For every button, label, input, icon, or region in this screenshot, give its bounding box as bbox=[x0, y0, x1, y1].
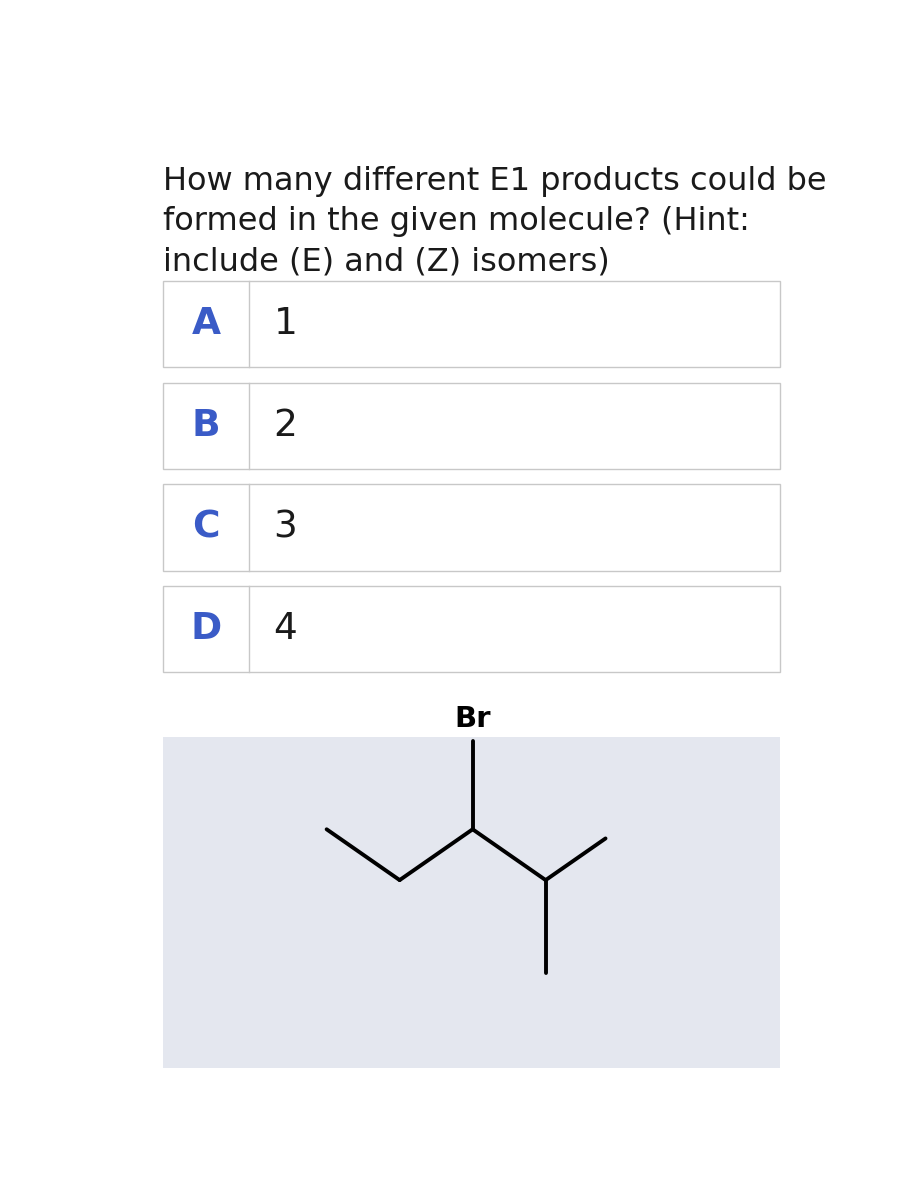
Bar bbox=[163, 485, 780, 570]
Bar bbox=[163, 383, 780, 469]
Bar bbox=[163, 281, 780, 367]
Text: C: C bbox=[192, 510, 220, 546]
Text: 1: 1 bbox=[273, 306, 297, 342]
Bar bbox=[163, 586, 780, 672]
Bar bbox=[163, 737, 780, 1068]
Text: How many different E1 products could be
formed in the given molecule? (Hint:
inc: How many different E1 products could be … bbox=[163, 166, 827, 277]
Text: B: B bbox=[192, 408, 221, 444]
Text: Br: Br bbox=[454, 706, 491, 733]
Text: D: D bbox=[190, 611, 222, 647]
Text: A: A bbox=[192, 306, 221, 342]
Text: 2: 2 bbox=[273, 408, 297, 444]
Text: 3: 3 bbox=[273, 510, 297, 546]
Text: 4: 4 bbox=[273, 611, 297, 647]
